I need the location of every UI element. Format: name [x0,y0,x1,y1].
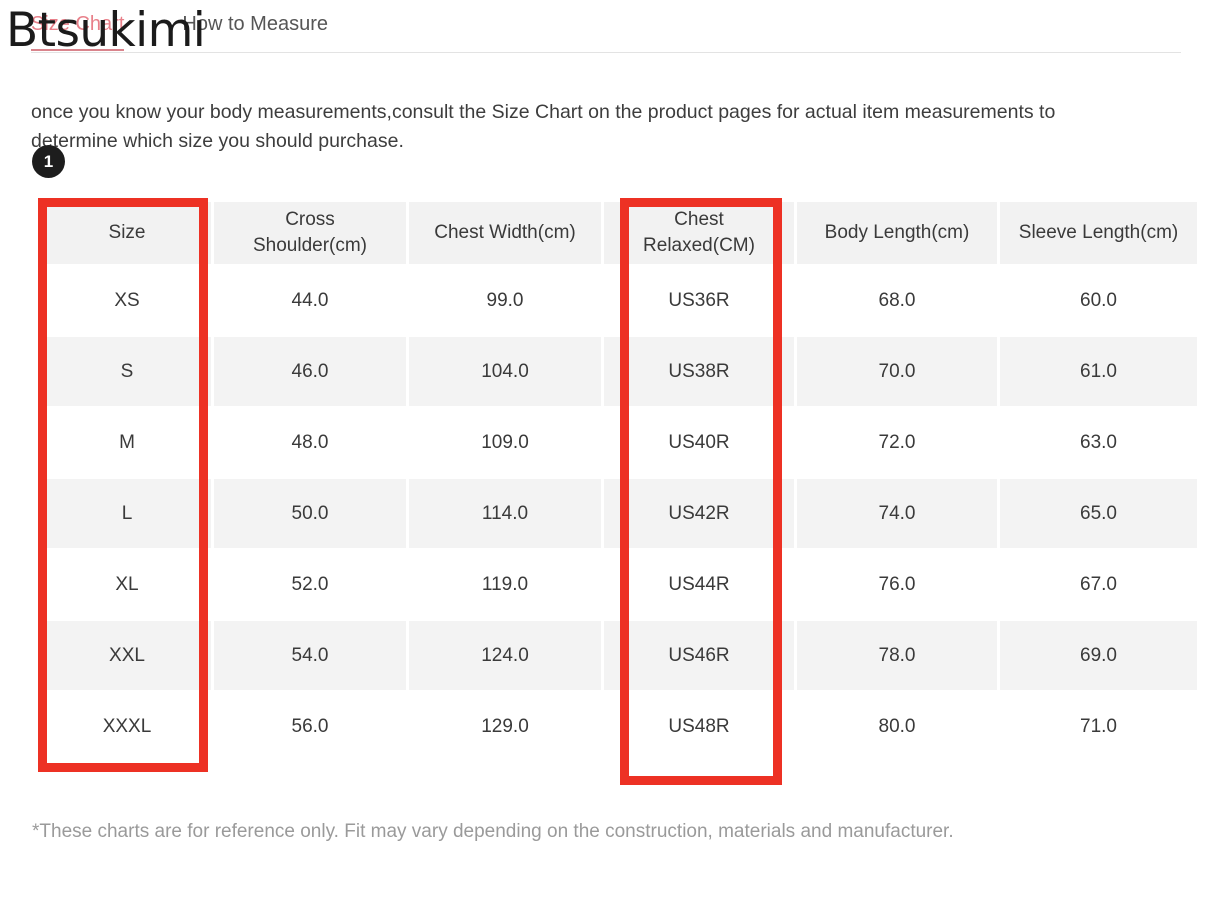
table-row: XL 52.0 119.0 US44R 76.0 67.0 [43,550,1197,619]
table-cell-sleeve-lengthcm: 60.0 [1000,266,1197,335]
table-cell-sleeve-lengthcm: 67.0 [1000,550,1197,619]
tab-how-to-measure[interactable]: How to Measure [182,13,328,35]
table-cell-size: M [43,408,211,477]
table-header-cell-sleeve-lengthcm: Sleeve Length(cm) [1000,202,1197,264]
table-row: M 48.0 109.0 US40R 72.0 63.0 [43,408,1197,477]
table-cell-sleeve-lengthcm: 71.0 [1000,692,1197,761]
table-cell-body-lengthcm: 80.0 [797,692,997,761]
table-row: XXL 54.0 124.0 US46R 78.0 69.0 [43,621,1197,690]
table-cell-chest-widthcm: 124.0 [409,621,601,690]
table-cell-cross-shouldercm: 46.0 [214,337,406,406]
table-cell-cross-shouldercm: 52.0 [214,550,406,619]
table-row: L 50.0 114.0 US42R 74.0 65.0 [43,479,1197,548]
table-cell-chest-widthcm: 114.0 [409,479,601,548]
table-row: XS 44.0 99.0 US36R 68.0 60.0 [43,266,1197,335]
table-header-cell-chest-relaxedcm: Chest Relaxed(CM) [604,202,794,264]
table-header: Size Cross Shoulder(cm) Chest Width(cm) Ches… [43,202,1197,264]
table-header-cell-chest-widthcm: Chest Width(cm) [409,202,601,264]
table-cell-cross-shouldercm: 44.0 [214,266,406,335]
table-cell-cross-shouldercm: 54.0 [214,621,406,690]
table-cell-sleeve-lengthcm: 65.0 [1000,479,1197,548]
table-cell-chest-relaxedcm: US48R [604,692,794,761]
table-row: XXXL 56.0 129.0 US48R 80.0 71.0 [43,692,1197,761]
table-cell-body-lengthcm: 70.0 [797,337,997,406]
table-cell-chest-relaxedcm: US36R [604,266,794,335]
table-cell-chest-widthcm: 129.0 [409,692,601,761]
table-cell-chest-relaxedcm: US42R [604,479,794,548]
step-badge-1: 1 [32,145,65,178]
size-chart-table-wrapper: Size Cross Shoulder(cm) Chest Width(cm) Ches… [40,200,1197,763]
table-cell-chest-relaxedcm: US40R [604,408,794,477]
tab-bar: Size Chart How to Measure [31,0,1181,53]
disclaimer-text: *These charts are for reference only. Fi… [32,821,954,842]
table-cell-size: XL [43,550,211,619]
table-cell-chest-relaxedcm: US46R [604,621,794,690]
table-header-cell-cross-shouldercm: Cross Shoulder(cm) [214,202,406,264]
table-cell-sleeve-lengthcm: 63.0 [1000,408,1197,477]
size-chart-table: Size Cross Shoulder(cm) Chest Width(cm) Ches… [40,200,1200,763]
table-cell-body-lengthcm: 76.0 [797,550,997,619]
table-cell-cross-shouldercm: 50.0 [214,479,406,548]
table-cell-chest-relaxedcm: US44R [604,550,794,619]
table-cell-sleeve-lengthcm: 69.0 [1000,621,1197,690]
table-cell-cross-shouldercm: 56.0 [214,692,406,761]
intro-paragraph: once you know your body measurements,con… [31,100,1056,152]
table-header-cell-size: Size [43,202,211,264]
table-cell-size: XXXL [43,692,211,761]
table-cell-size: XXL [43,621,211,690]
table-cell-chest-relaxedcm: US38R [604,337,794,406]
table-header-cell-body-lengthcm: Body Length(cm) [797,202,997,264]
table-cell-chest-widthcm: 119.0 [409,550,601,619]
table-cell-size: L [43,479,211,548]
table-cell-cross-shouldercm: 48.0 [214,408,406,477]
table-cell-sleeve-lengthcm: 61.0 [1000,337,1197,406]
table-cell-size: S [43,337,211,406]
table-body: XS 44.0 99.0 US36R 68.0 60.0 S 46.0 104.0 US38R 70… [43,266,1197,761]
table-cell-body-lengthcm: 68.0 [797,266,997,335]
table-header-row: Size Cross Shoulder(cm) Chest Width(cm) Ches… [43,202,1197,264]
table-cell-size: XS [43,266,211,335]
table-cell-chest-widthcm: 109.0 [409,408,601,477]
table-cell-body-lengthcm: 78.0 [797,621,997,690]
table-cell-body-lengthcm: 74.0 [797,479,997,548]
table-cell-chest-widthcm: 104.0 [409,337,601,406]
table-row: S 46.0 104.0 US38R 70.0 61.0 [43,337,1197,406]
tab-size-chart[interactable]: Size Chart [31,0,125,51]
table-cell-body-lengthcm: 72.0 [797,408,997,477]
table-cell-chest-widthcm: 99.0 [409,266,601,335]
